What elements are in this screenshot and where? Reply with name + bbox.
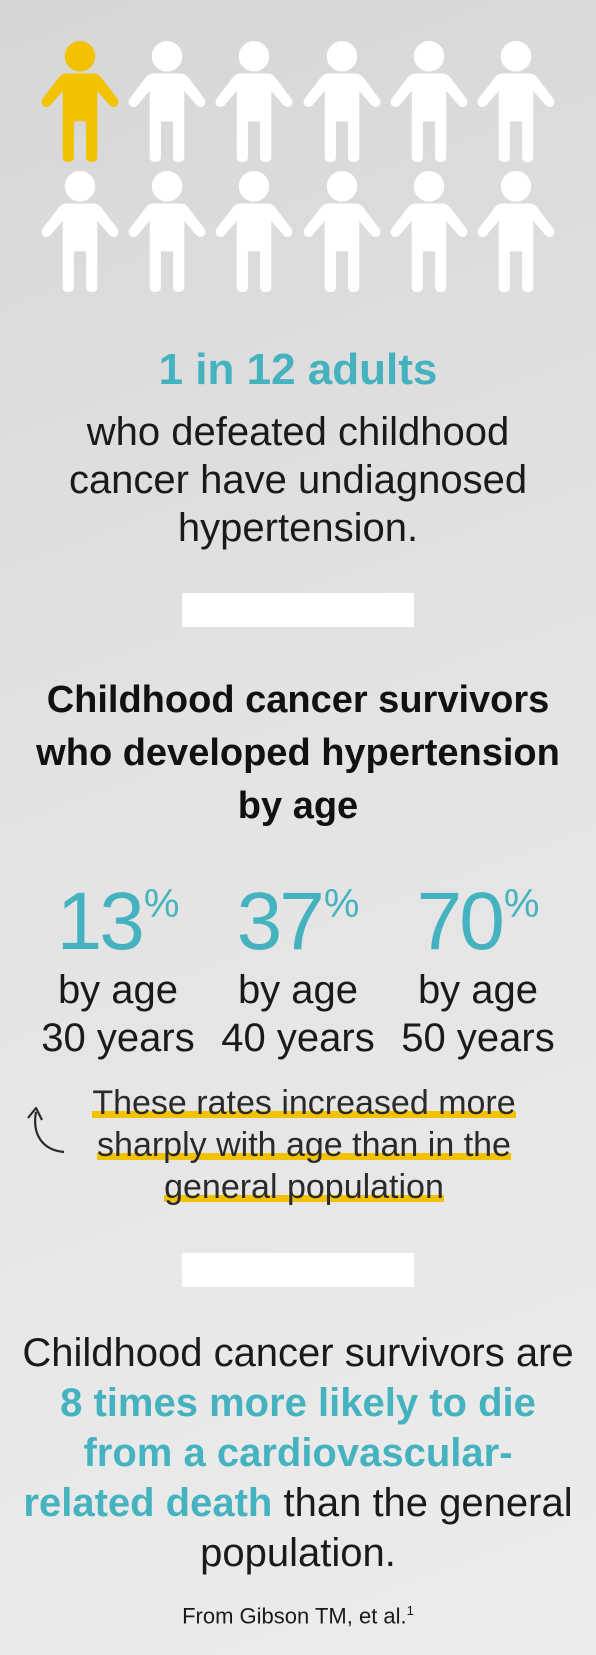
person-icon <box>128 171 206 292</box>
note-line: These rates increased more <box>92 1084 516 1122</box>
bottom-text-emphasis: 8 times more likely to die from a cardio… <box>23 1381 536 1525</box>
note-line: sharply with age than in the <box>97 1126 511 1164</box>
percent-sign: % <box>503 882 540 926</box>
person-cell <box>298 40 385 170</box>
percentage-value: 13% <box>56 876 180 967</box>
person-cell <box>472 170 559 300</box>
bottom-statement: Childhood cancer survivors are 8 times m… <box>20 1328 576 1578</box>
person-icon <box>41 171 119 292</box>
person-icon <box>477 171 555 292</box>
person-icon <box>303 171 380 292</box>
percentage-caption-line1: by age <box>417 968 539 1012</box>
percentage-caption-line2: 50 years <box>401 1016 555 1060</box>
section-title: Childhood cancer survivors who developed… <box>36 679 560 827</box>
percent-sign: % <box>143 882 180 926</box>
curved-arrow-up-icon <box>27 1106 65 1154</box>
person-cell <box>36 40 123 170</box>
people-icon-grid <box>36 40 560 300</box>
person-icon <box>390 41 468 162</box>
percentage-value: 37% <box>236 876 360 967</box>
person-cell <box>123 170 210 300</box>
note-line: general population <box>164 1168 444 1206</box>
person-cell <box>123 40 210 170</box>
person-cell <box>36 170 123 300</box>
bottom-text-pre: Childhood cancer survivors are <box>22 1331 574 1375</box>
percentage-item-30: 13% by age 30 years <box>28 880 208 1062</box>
person-icon <box>390 171 468 292</box>
percentage-caption-line2: 30 years <box>41 1016 195 1060</box>
percentage-caption-line1: by age <box>57 968 179 1012</box>
divider-bar <box>182 1253 414 1287</box>
person-cell <box>298 170 385 300</box>
person-icon-highlighted <box>41 41 119 162</box>
percentage-item-40: 37% by age 40 years <box>208 880 388 1062</box>
person-cell <box>385 170 472 300</box>
stat-headline: 1 in 12 adults <box>158 345 438 394</box>
percent-sign: % <box>323 882 360 926</box>
citation: From Gibson TM, et al.1 <box>0 1597 596 1630</box>
percentage-value: 70% <box>416 876 540 967</box>
percentage-row: 13% by age 30 years 37% by age 40 years … <box>28 880 568 1062</box>
citation-ref: 1 <box>406 1603 414 1618</box>
percentage-caption-line1: by age <box>237 968 359 1012</box>
percentage-item-50: 70% by age 50 years <box>388 880 568 1062</box>
bottom-text-post: than the general population. <box>200 1481 573 1575</box>
person-icon <box>477 41 555 162</box>
person-icon <box>303 41 380 162</box>
person-icon <box>215 171 293 292</box>
person-cell <box>385 40 472 170</box>
stat-body: who defeated childhood cancer have undia… <box>68 410 528 550</box>
note-text: These rates increased more sharply with … <box>64 1082 544 1208</box>
percentage-caption-line2: 40 years <box>221 1016 375 1060</box>
divider-bar <box>182 593 414 627</box>
citation-text: From Gibson TM, et al. <box>182 1603 407 1629</box>
person-cell <box>211 170 298 300</box>
person-icon <box>215 41 293 162</box>
person-icon <box>128 41 206 162</box>
person-cell <box>472 40 559 170</box>
person-cell <box>211 40 298 170</box>
